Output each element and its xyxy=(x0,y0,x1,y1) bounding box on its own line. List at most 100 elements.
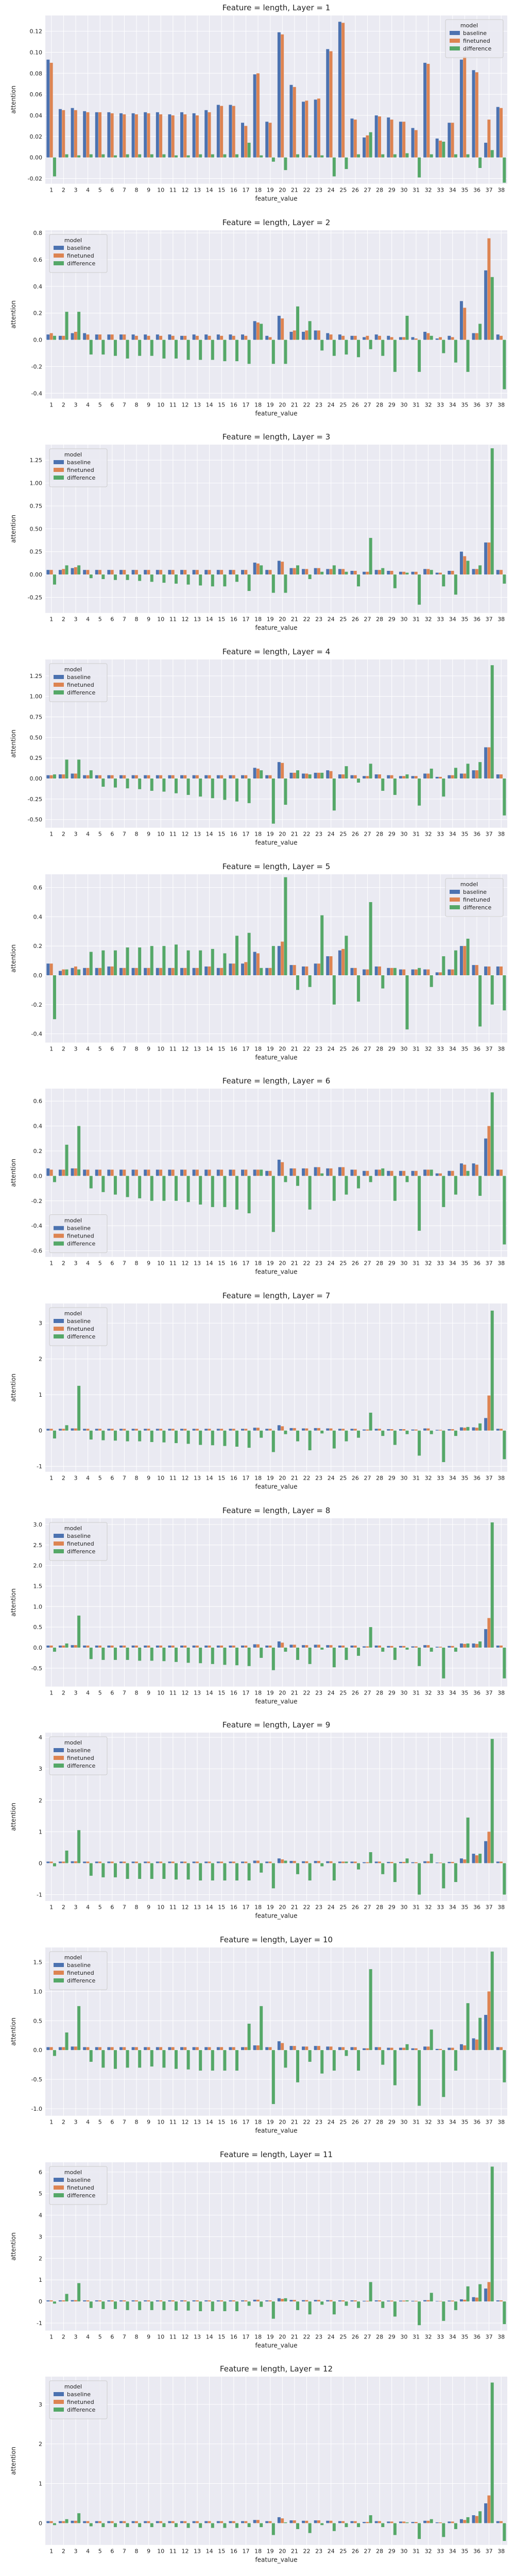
bar-finetuned-36 xyxy=(475,569,478,575)
bar-baseline-5 xyxy=(95,570,98,575)
bar-baseline-10 xyxy=(156,2047,159,2050)
x-tick-label: 31 xyxy=(413,2548,420,2555)
bar-baseline-7 xyxy=(119,570,123,575)
bar-finetuned-20 xyxy=(281,2518,284,2523)
legend-swatch-difference xyxy=(450,46,460,50)
bar-baseline-20 xyxy=(277,2517,281,2523)
bar-baseline-12 xyxy=(180,112,183,158)
bar-baseline-7 xyxy=(119,775,123,779)
bar-baseline-28 xyxy=(374,2047,378,2050)
bar-finetuned-15 xyxy=(220,775,224,779)
bar-difference-2 xyxy=(65,154,68,158)
x-tick-label: 28 xyxy=(376,1260,383,1267)
bar-difference-18 xyxy=(260,155,263,158)
x-tick-label: 11 xyxy=(169,1475,177,1482)
bar-finetuned-18 xyxy=(256,1644,260,1648)
x-tick-label: 22 xyxy=(303,1904,311,1911)
bar-finetuned-30 xyxy=(402,2047,406,2050)
bar-difference-13 xyxy=(199,2301,202,2311)
bar-finetuned-29 xyxy=(390,571,393,575)
bar-baseline-6 xyxy=(107,1645,111,1648)
bar-difference-10 xyxy=(162,2301,166,2310)
bar-finetuned-32 xyxy=(426,773,430,779)
bar-baseline-16 xyxy=(229,1170,232,1176)
bar-difference-32 xyxy=(430,2519,433,2523)
bar-difference-15 xyxy=(223,2050,227,2071)
bar-baseline-22 xyxy=(302,2521,305,2523)
bar-baseline-6 xyxy=(107,334,111,340)
bar-difference-17 xyxy=(247,1176,251,1214)
bar-difference-3 xyxy=(77,311,81,340)
bar-difference-14 xyxy=(211,778,214,799)
bar-finetuned-19 xyxy=(268,1645,272,1648)
bar-finetuned-25 xyxy=(341,2300,345,2301)
bar-finetuned-38 xyxy=(500,2300,503,2301)
bar-difference-14 xyxy=(211,1647,214,1664)
bar-difference-13 xyxy=(199,1647,202,1663)
bar-difference-27 xyxy=(369,1852,372,1863)
bar-baseline-14 xyxy=(204,1429,208,1431)
bar-difference-36 xyxy=(478,2284,482,2301)
bar-finetuned-4 xyxy=(86,2047,90,2050)
x-tick-label: 34 xyxy=(449,2548,456,2555)
bar-difference-36 xyxy=(478,565,482,575)
x-tick-label: 4 xyxy=(86,187,90,194)
bar-finetuned-33 xyxy=(439,337,442,340)
bar-finetuned-36 xyxy=(475,2516,478,2523)
bar-difference-3 xyxy=(77,2283,81,2301)
bar-baseline-25 xyxy=(338,569,341,575)
bar-difference-35 xyxy=(466,2286,470,2301)
bar-finetuned-24 xyxy=(329,51,333,158)
bar-baseline-10 xyxy=(156,2521,159,2523)
bar-difference-34 xyxy=(454,154,457,158)
bar-finetuned-16 xyxy=(232,570,235,575)
y-tick-label: 0.0 xyxy=(33,2047,43,2054)
bar-difference-33 xyxy=(442,1176,445,1208)
legend-label-baseline: baseline xyxy=(67,674,91,681)
bar-finetuned-6 xyxy=(110,1170,114,1176)
x-tick-label: 13 xyxy=(194,2548,201,2555)
bar-difference-34 xyxy=(454,340,457,363)
x-tick-label: 18 xyxy=(254,1689,262,1696)
bar-baseline-6 xyxy=(107,2521,111,2523)
bar-baseline-33 xyxy=(435,338,439,340)
bar-baseline-38 xyxy=(496,1861,500,1863)
bar-finetuned-35 xyxy=(463,1859,467,1863)
bar-baseline-16 xyxy=(229,1861,232,1863)
bar-finetuned-3 xyxy=(74,1861,77,1863)
x-tick-label: 31 xyxy=(413,2333,420,2340)
bar-difference-4 xyxy=(89,1863,93,1876)
bar-baseline-16 xyxy=(229,775,232,779)
bar-finetuned-38 xyxy=(500,2521,503,2523)
bar-baseline-28 xyxy=(374,1170,378,1176)
bar-difference-4 xyxy=(89,574,93,579)
y-tick-label: 0.04 xyxy=(30,112,43,119)
bar-baseline-33 xyxy=(435,2522,439,2523)
bar-difference-28 xyxy=(381,778,385,791)
bar-difference-7 xyxy=(126,947,129,975)
x-tick-label: 25 xyxy=(339,187,347,194)
bar-difference-8 xyxy=(138,2523,142,2528)
x-tick-label: 6 xyxy=(110,1904,114,1911)
bar-difference-33 xyxy=(442,1647,445,1679)
chart-layer-8: -0.50.00.51.01.52.02.53.01 2 3 4 5 6 7 8 9 10 11 12… xyxy=(10,1506,507,1705)
x-tick-label: 29 xyxy=(388,616,396,623)
bar-difference-23 xyxy=(320,572,324,575)
bar-baseline-1 xyxy=(46,1168,50,1176)
bar-difference-38 xyxy=(503,340,506,389)
x-tick-label: 36 xyxy=(473,2333,480,2340)
bar-finetuned-12 xyxy=(183,775,187,779)
bar-finetuned-6 xyxy=(110,1429,114,1431)
bar-difference-29 xyxy=(393,154,397,158)
bar-baseline-13 xyxy=(192,113,196,158)
bar-difference-2 xyxy=(65,969,68,975)
legend-swatch-baseline xyxy=(54,1748,64,1753)
x-tick-label: 32 xyxy=(425,2548,432,2555)
bar-finetuned-18 xyxy=(256,2299,260,2301)
bar-difference-37 xyxy=(490,975,494,1005)
bar-finetuned-21 xyxy=(293,2046,296,2050)
bar-baseline-18 xyxy=(253,1428,256,1431)
bar-difference-21 xyxy=(296,975,300,990)
bar-baseline-9 xyxy=(144,968,147,975)
